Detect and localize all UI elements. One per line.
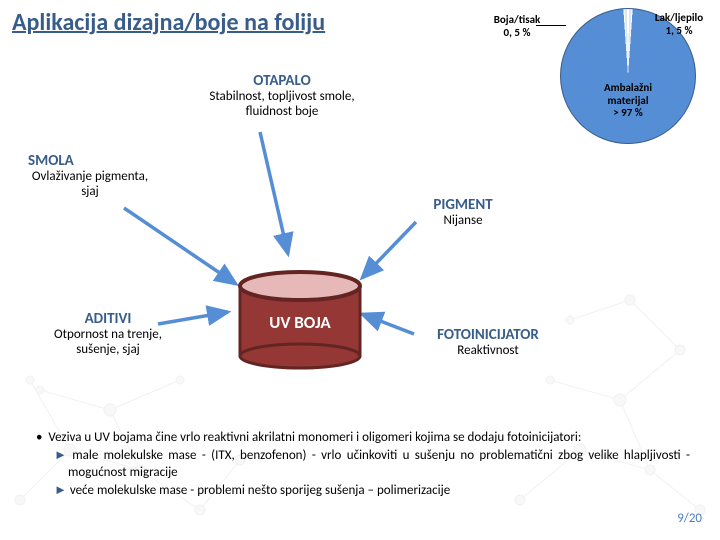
bullet-2: ► male molekulske mase - (ITX, benzofeno… [30, 448, 690, 481]
comp-otapalo-s1: Stabilnost, topljivost smole, [172, 90, 392, 105]
comp-smola-s2: sjaj [10, 185, 170, 200]
comp-smola: SMOLA Ovlaživanje pigmenta, sjaj [10, 152, 170, 200]
can-label-text: UV BOJA [269, 312, 331, 333]
pie-label-amb-l1: Ambalažni [604, 81, 652, 94]
comp-aditivi-s2: sušenje, sjaj [38, 343, 178, 358]
comp-foto-head: FOTOINICIJATOR [408, 326, 568, 344]
comp-aditivi: ADITIVI Otpornost na trenje, sušenje, sj… [38, 310, 178, 358]
comp-aditivi-s1: Otpornost na trenje, [38, 328, 178, 343]
comp-smola-head: SMOLA [10, 152, 170, 170]
comp-aditivi-head: ADITIVI [38, 310, 178, 328]
comp-smola-s1: Ovlaživanje pigmenta, [10, 170, 170, 185]
pie-label-boja-l1: Boja/tisak [494, 13, 541, 26]
comp-otapalo-head: OTAPALO [172, 72, 392, 90]
bullet-block: • Veziva u UV bojama čine vrlo reaktivni… [30, 430, 690, 501]
comp-pigment: PIGMENT Nijanse [408, 196, 518, 229]
pie-label-lak-l2: 1, 5 % [666, 24, 693, 37]
comp-foto: FOTOINICIJATOR Reaktivnost [408, 326, 568, 359]
comp-otapalo: OTAPALO Stabilnost, topljivost smole, fl… [172, 72, 392, 120]
pie-label-boja-l2: 0, 5 % [504, 26, 531, 39]
pie-label-amb-l2: materijal [607, 94, 648, 107]
comp-pigment-head: PIGMENT [408, 196, 518, 214]
comp-foto-s1: Reaktivnost [408, 344, 568, 359]
comp-otapalo-s2: fluidnost boje [172, 105, 392, 120]
bullet-3: ► veće molekulske mase - problemi nešto … [30, 483, 690, 499]
pie-label-amb: Ambalažni materijal > 97 % [596, 82, 660, 120]
slide-title: Aplikacija dizajna/boje na foliju [12, 8, 325, 37]
uv-boja-can: UV BOJA [230, 256, 370, 381]
page-number: 9/20 [677, 511, 702, 526]
pie-label-lak-l1: Lak/ljepilo [655, 11, 703, 24]
pie-label-boja: Boja/tisak 0, 5 % [490, 14, 544, 39]
bullet-1: • Veziva u UV bojama čine vrlo reaktivni… [30, 430, 690, 446]
comp-pigment-s1: Nijanse [408, 214, 518, 229]
pie-label-lak: Lak/ljepilo 1, 5 % [648, 12, 710, 37]
pie-label-amb-l3: > 97 % [613, 106, 643, 119]
